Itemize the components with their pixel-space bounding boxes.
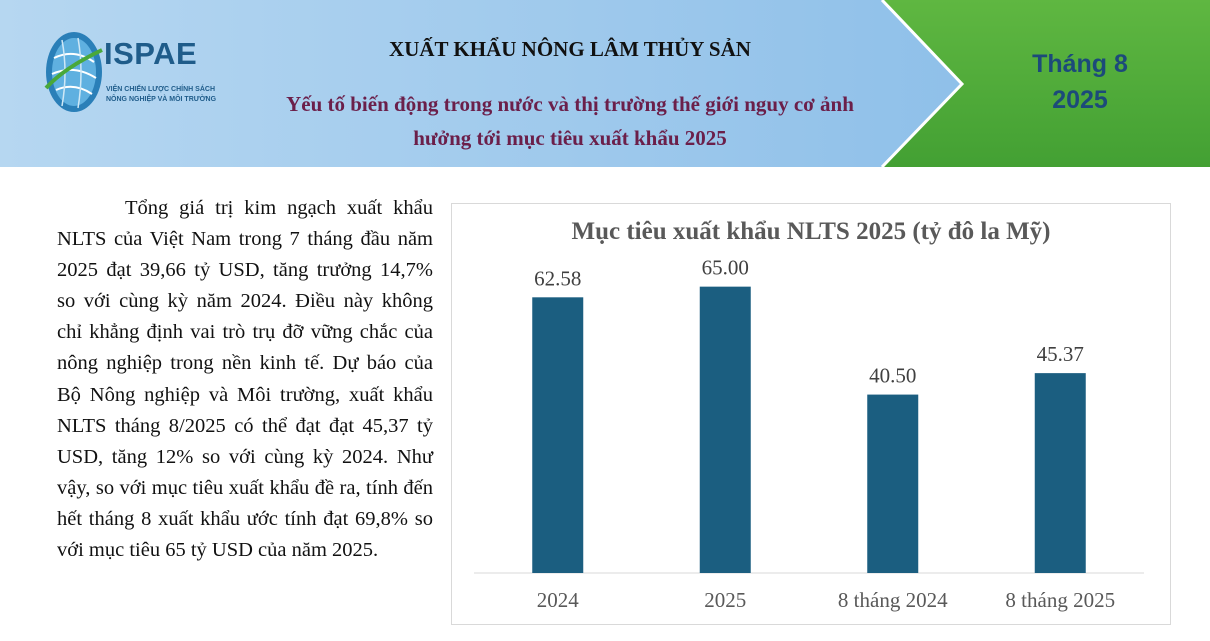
bar-1 [699,286,751,573]
x-tick-label-0: 2024 [537,588,580,612]
bar-value-label-3: 45.37 [1037,342,1084,366]
chart-title: Mục tiêu xuất khẩu NLTS 2025 (tỷ đô la M… [571,218,1051,245]
report-subtitle-line-1: Yếu tố biến động trong nước và thị trườn… [286,92,854,116]
bar-value-label-0: 62.58 [534,266,581,290]
bar-value-label-2: 40.50 [869,364,916,388]
ispae-logo-icon [44,32,103,112]
export-target-chart: Mục tiêu xuất khẩu NLTS 2025 (tỷ đô la M… [451,203,1171,625]
body-paragraph: Tổng giá trị kim ngạch xuất khẩu NLTS củ… [57,197,433,562]
logo-text: ISPAE [104,36,198,71]
report-title: XUẤT KHẨU NÔNG LÂM THỦY SẢN [389,37,751,61]
logo-subtitle-line-2: NÔNG NGHIỆP VÀ MÔI TRƯỜNG [106,96,217,103]
x-tick-label-3: 8 tháng 2025 [1005,588,1115,612]
logo-subtitle-line-1: VIỆN CHIẾN LƯỢC CHÍNH SÁCH [106,86,216,93]
report-month-line-2: 2025 [1052,86,1108,114]
report-month: Tháng 8 2025 [1000,46,1160,118]
chart-plot: 62.58 2024 65.00 2025 40.50 8 tháng 2024 45.37… [474,256,1144,612]
report-header: ISPAE VIỆN CHIẾN LƯỢC CHÍNH SÁCH NÔNG NG… [0,0,1210,167]
report-subtitle-line-2: hưởng tới mục tiêu xuất khẩu 2025 [413,126,727,150]
header-background [0,0,1210,167]
header-green-panel [882,0,1210,167]
x-tick-label-2: 8 tháng 2024 [838,588,948,612]
report-subtitle: Yếu tố biến động trong nước và thị trườn… [200,87,940,155]
bar-3 [1034,373,1086,573]
x-tick-label-1: 2025 [704,588,746,612]
bar-value-label-1: 65.00 [702,256,749,280]
report-month-line-1: Tháng 8 [1032,50,1128,78]
bar-0 [532,297,584,573]
bar-2 [867,394,919,573]
header-blue-banner [0,0,962,167]
